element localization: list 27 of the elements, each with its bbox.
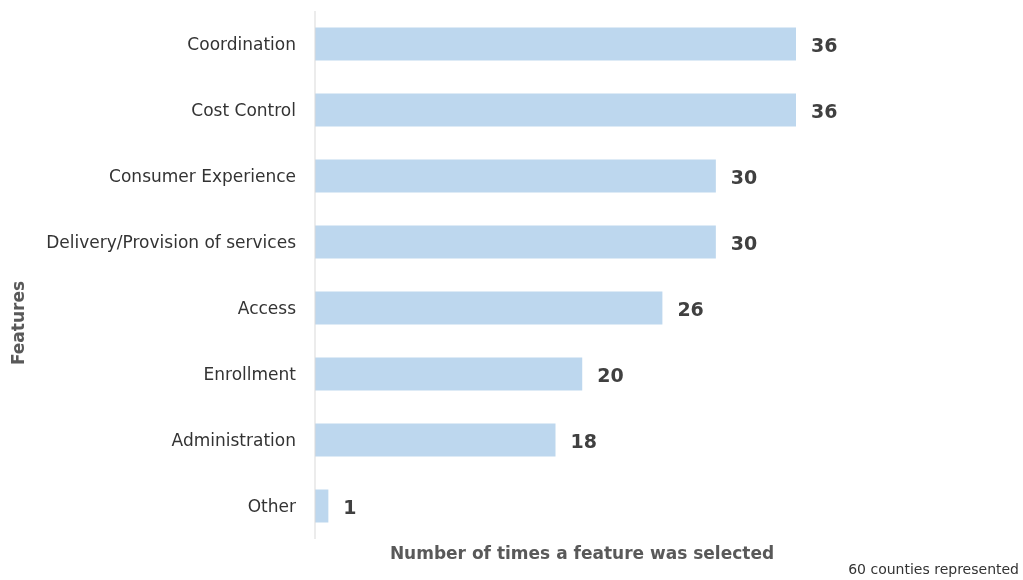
data-label: 30 <box>730 166 758 188</box>
y-tick-label: Delivery/Provision of services <box>46 232 297 252</box>
x-axis-title: Number of times a feature was selected <box>389 543 775 563</box>
bar <box>315 159 716 193</box>
data-label: 1 <box>343 496 357 518</box>
y-tick-label: Other <box>247 496 296 516</box>
bar <box>315 225 716 259</box>
bar <box>315 423 556 457</box>
bar <box>315 357 583 391</box>
bar <box>315 93 796 127</box>
y-tick-label: Cost Control <box>191 100 296 120</box>
data-label: 26 <box>677 298 704 320</box>
y-tick-label: Access <box>237 298 297 318</box>
y-tick-label: Consumer Experience <box>109 166 296 186</box>
data-label: 36 <box>811 34 838 56</box>
data-label: 20 <box>597 364 624 386</box>
y-axis-title: Features <box>8 280 28 366</box>
data-label: 18 <box>570 430 597 452</box>
data-label: 36 <box>811 100 838 122</box>
text: 60 counties represented <box>848 561 1019 577</box>
y-tick-label: Coordination <box>187 34 296 54</box>
bar <box>315 489 329 523</box>
bar <box>315 291 663 325</box>
bar <box>315 27 796 61</box>
y-tick-label: Enrollment <box>203 364 297 384</box>
y-tick-label: Administration <box>171 430 296 450</box>
data-label: 30 <box>730 232 758 254</box>
